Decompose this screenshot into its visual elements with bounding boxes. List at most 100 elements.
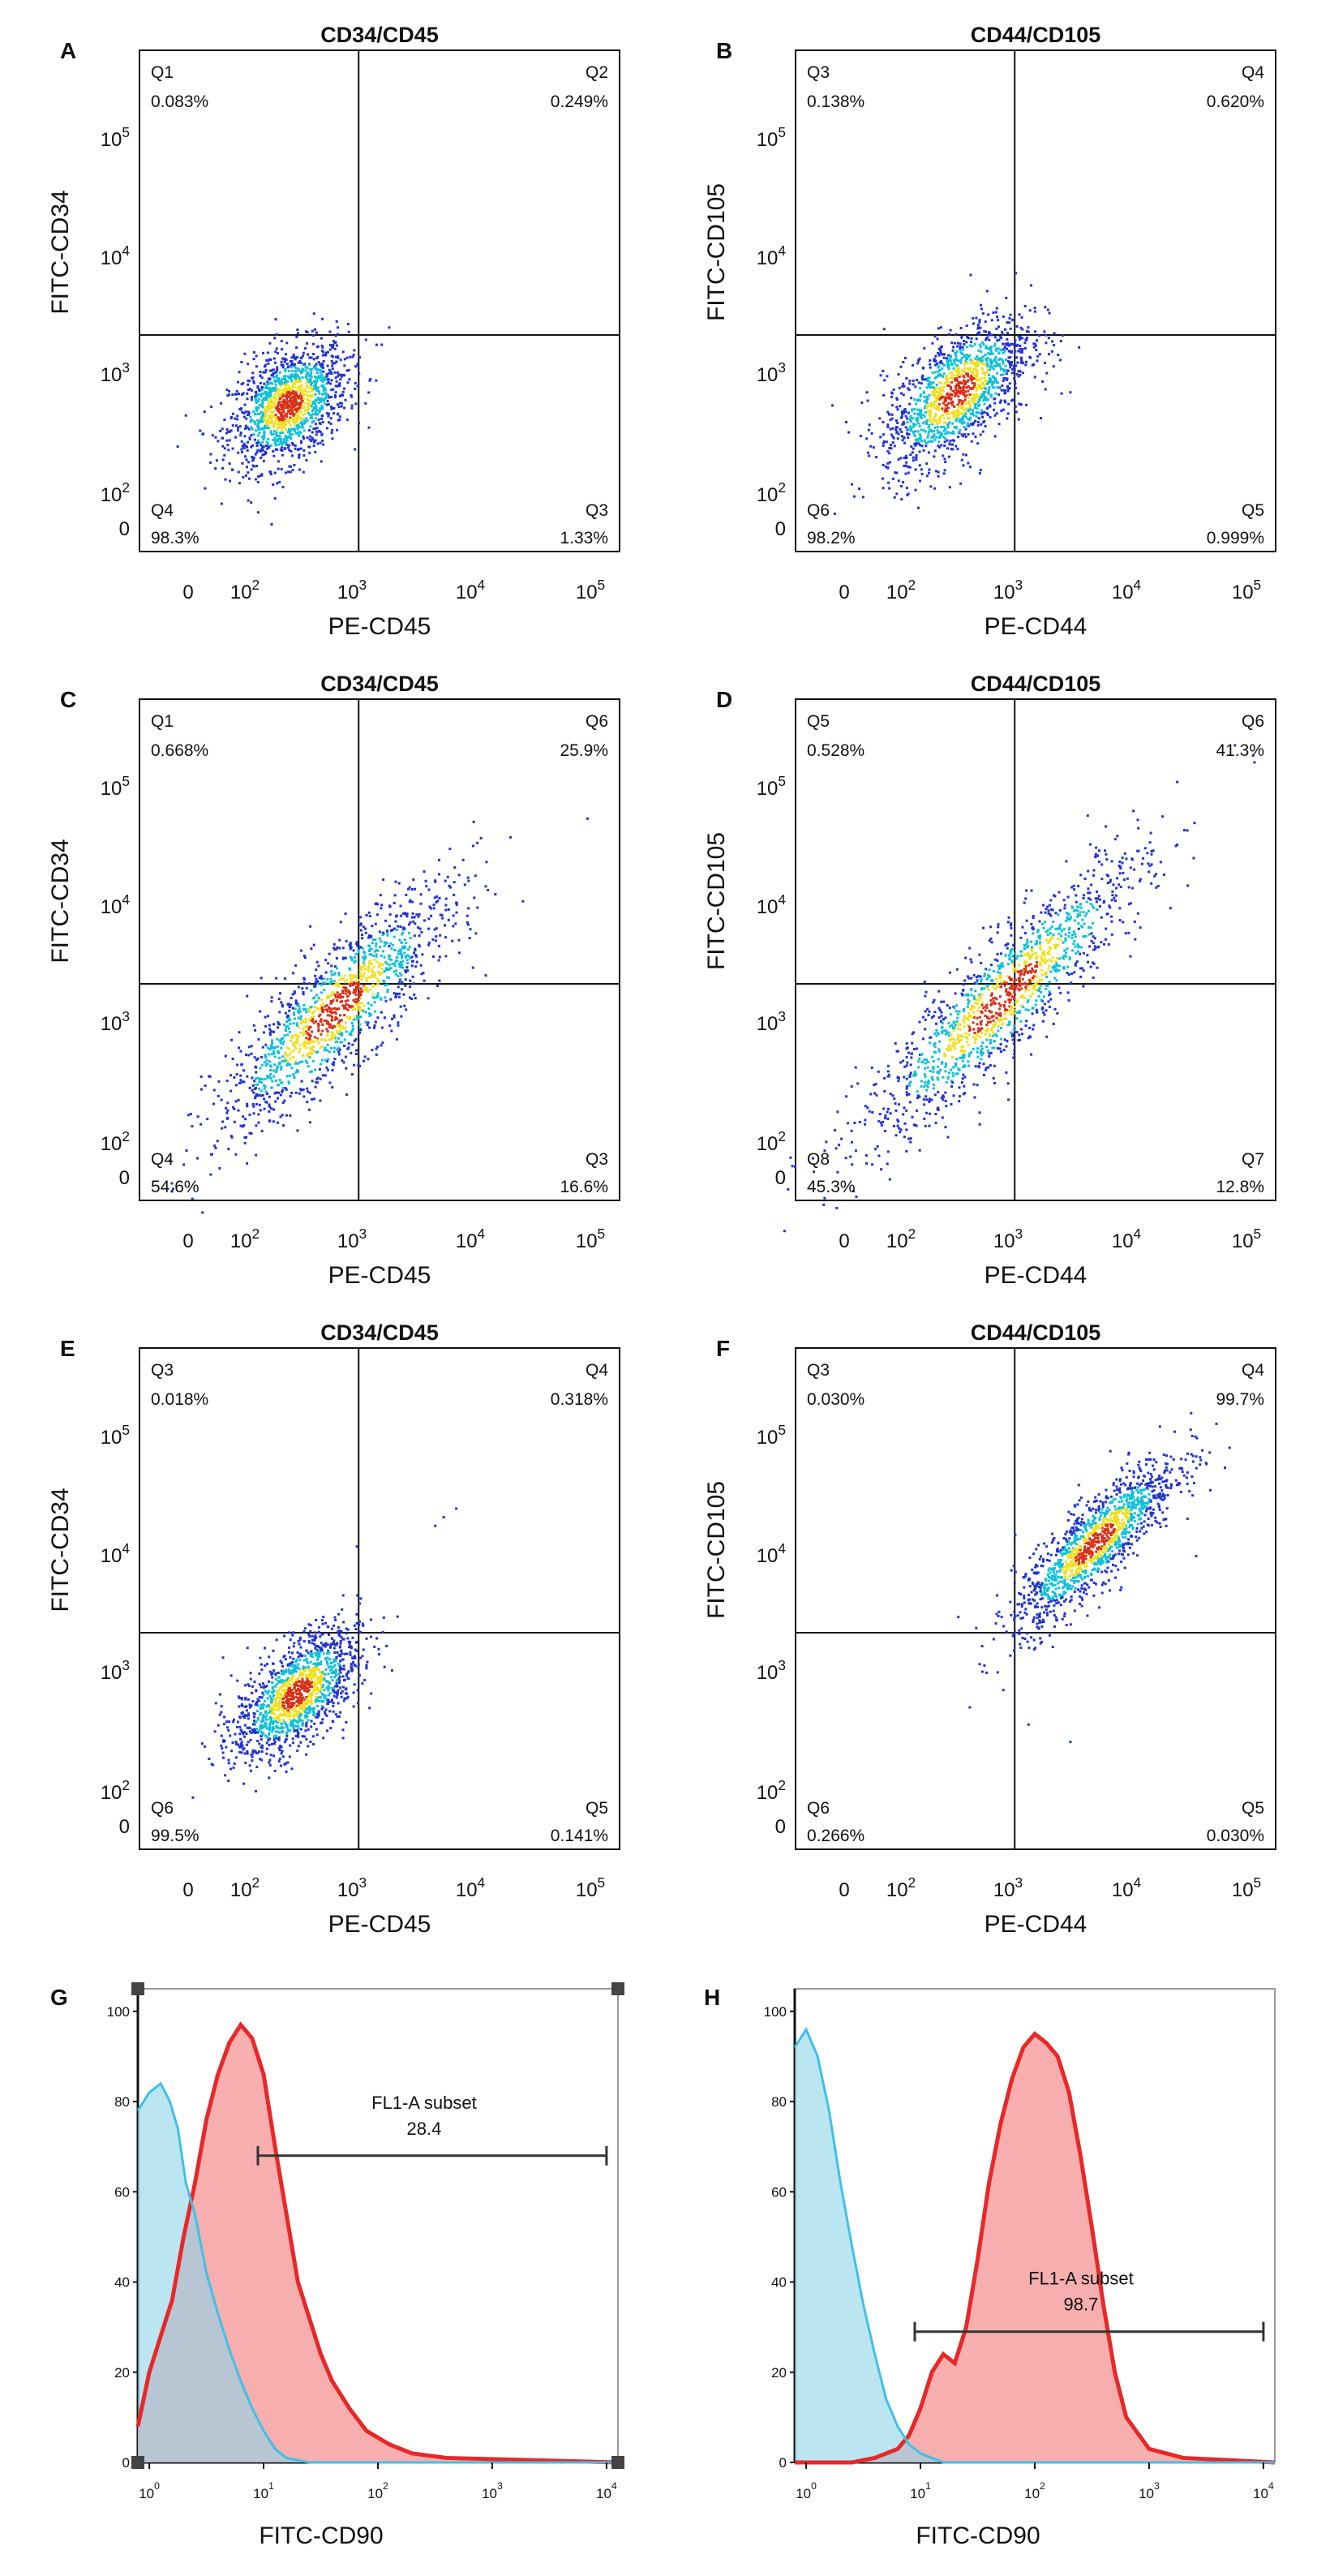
density-point	[978, 320, 981, 324]
density-point	[1075, 900, 1078, 904]
density-point	[1009, 924, 1012, 927]
density-point	[1006, 1009, 1009, 1012]
density-point	[255, 444, 259, 448]
density-point	[963, 1075, 967, 1079]
density-point	[264, 384, 268, 388]
density-point	[336, 991, 339, 994]
density-point	[280, 1037, 283, 1040]
density-point	[260, 404, 264, 407]
density-point	[928, 1101, 931, 1104]
density-point	[996, 316, 999, 319]
density-point	[888, 446, 891, 449]
density-point	[949, 1025, 952, 1028]
density-point	[955, 1020, 959, 1024]
density-point	[311, 389, 314, 393]
density-point	[379, 973, 382, 977]
density-point	[299, 447, 302, 450]
density-point	[376, 903, 380, 906]
density-point	[319, 376, 322, 379]
density-point	[989, 1003, 993, 1007]
density-point	[904, 454, 907, 457]
density-point	[916, 437, 920, 440]
density-point	[238, 371, 241, 374]
density-point	[851, 1163, 854, 1166]
density-point	[889, 427, 892, 431]
density-point	[284, 370, 287, 373]
density-point	[252, 381, 255, 384]
density-point	[288, 1074, 291, 1077]
density-point	[309, 1025, 312, 1028]
density-point	[288, 465, 291, 468]
density-point	[204, 487, 207, 490]
density-point	[1007, 350, 1010, 353]
density-point	[273, 436, 277, 440]
density-point	[204, 1084, 207, 1088]
density-point	[894, 1102, 897, 1106]
density-point	[962, 1066, 965, 1069]
density-point	[467, 879, 470, 882]
density-point	[360, 1001, 363, 1004]
density-point	[405, 942, 408, 945]
density-point	[277, 1097, 280, 1100]
density-point	[431, 955, 435, 958]
density-point	[246, 1102, 249, 1106]
density-point	[972, 432, 975, 436]
density-point	[399, 948, 402, 951]
density-point	[1105, 858, 1109, 861]
density-point	[301, 399, 304, 402]
density-point	[356, 944, 359, 947]
density-point	[264, 1090, 268, 1093]
density-point	[374, 902, 377, 905]
x-tick-label: 103	[337, 1226, 367, 1252]
density-point	[267, 421, 270, 424]
density-point	[959, 358, 963, 362]
density-point	[408, 946, 411, 949]
density-point	[325, 372, 328, 376]
density-point	[276, 379, 279, 382]
density-point	[963, 433, 967, 436]
density-point	[293, 403, 296, 406]
density-point	[275, 440, 278, 443]
density-point	[293, 376, 296, 379]
density-point	[1032, 977, 1036, 981]
density-point	[918, 464, 921, 467]
density-point	[382, 979, 385, 982]
density-point	[295, 408, 298, 411]
density-point	[1023, 304, 1027, 307]
density-point	[261, 1045, 264, 1049]
quadrant-value: 0.999%	[1207, 529, 1264, 547]
density-point	[317, 401, 320, 404]
density-point	[337, 373, 341, 376]
density-point	[989, 347, 992, 350]
density-point	[328, 412, 331, 415]
density-point	[306, 409, 309, 412]
density-point	[957, 383, 960, 386]
density-point	[960, 402, 963, 406]
density-point	[976, 374, 979, 377]
density-point	[290, 363, 293, 367]
density-point	[395, 915, 398, 918]
density-point	[311, 1052, 314, 1055]
density-point	[1005, 296, 1008, 299]
density-point	[318, 1015, 321, 1018]
density-point	[963, 339, 966, 342]
density-point	[324, 1008, 328, 1011]
density-point	[418, 912, 421, 916]
density-point	[365, 986, 368, 990]
density-point	[354, 1002, 358, 1006]
density-point	[330, 973, 333, 977]
density-point	[339, 921, 342, 924]
density-point	[280, 468, 283, 471]
density-point	[453, 881, 456, 884]
density-point	[978, 1123, 981, 1126]
density-point	[1082, 969, 1085, 972]
density-point	[294, 1060, 297, 1063]
density-point	[260, 414, 264, 418]
density-point	[451, 939, 454, 942]
density-point	[413, 916, 416, 919]
density-point	[293, 391, 296, 394]
density-point	[270, 404, 273, 407]
density-point	[976, 401, 980, 404]
density-point	[958, 390, 961, 393]
density-cluster	[176, 312, 391, 526]
